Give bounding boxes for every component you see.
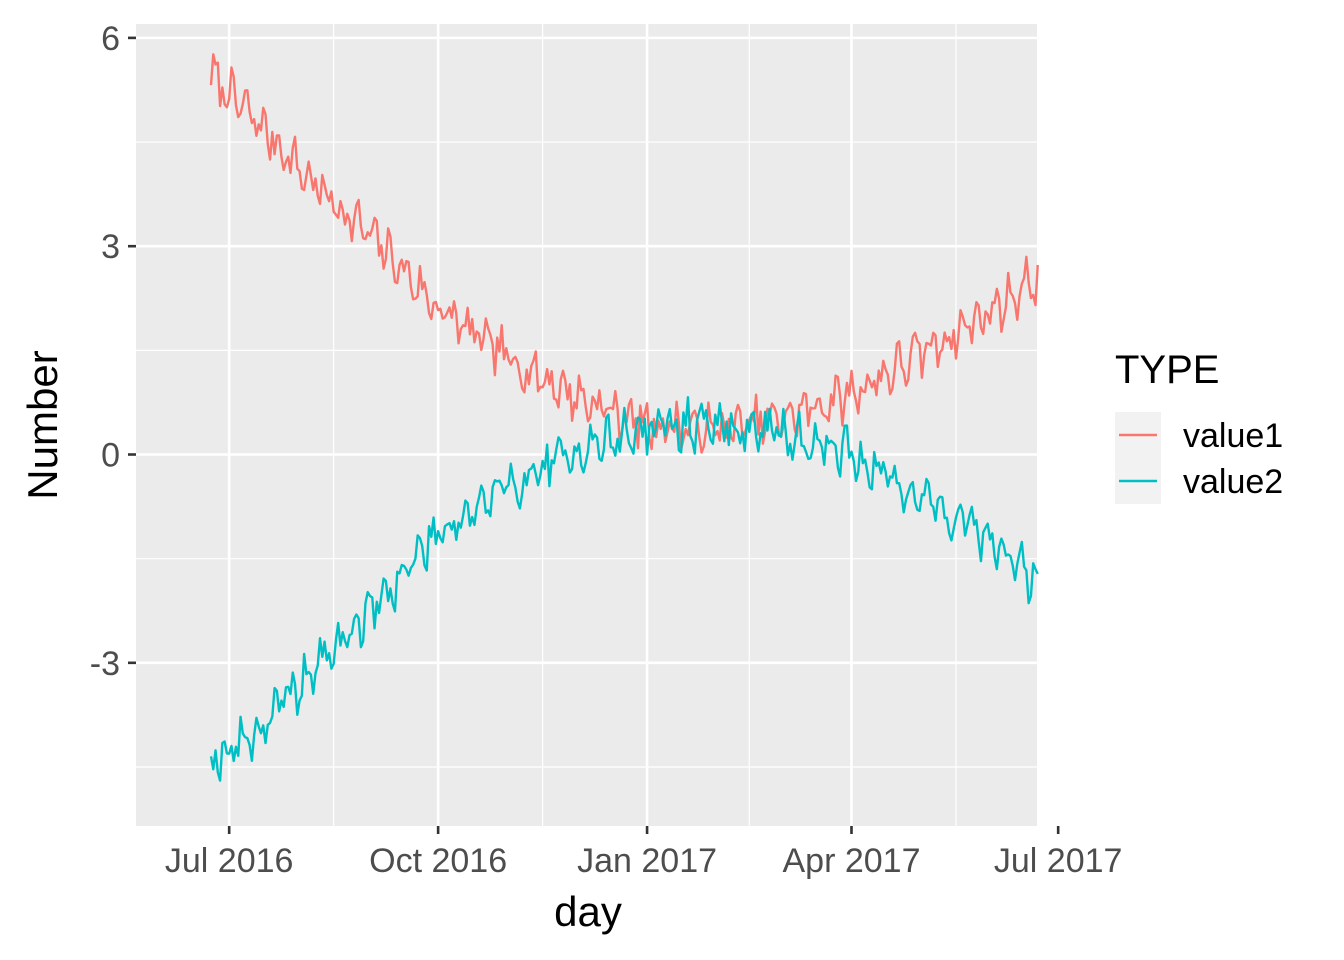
minor-gridlines — [136, 24, 1037, 826]
series-line-value2 — [209, 395, 1039, 782]
x-tick-label: Apr 2017 — [782, 842, 920, 880]
legend-label-value1: value1 — [1183, 417, 1283, 455]
x-axis-title: day — [554, 888, 622, 935]
x-axis: Jul 2016 Oct 2016 Jan 2017 Apr 2017 Jul 2017 — [165, 826, 1123, 880]
series-layer — [209, 53, 1039, 782]
y-tick-label: 3 — [101, 228, 120, 266]
y-tick-label: 6 — [101, 20, 120, 58]
legend-title: TYPE — [1115, 348, 1219, 392]
y-tick-label: 0 — [101, 437, 120, 475]
legend-label-value2: value2 — [1183, 463, 1283, 501]
x-tick-label: Jan 2017 — [577, 842, 717, 880]
x-tick-label: Jul 2017 — [994, 842, 1123, 880]
y-axis-title: Number — [19, 350, 66, 499]
x-tick-label: Jul 2016 — [165, 842, 294, 880]
x-tick-label: Oct 2016 — [369, 842, 507, 880]
legend: TYPE value1 value2 — [1115, 348, 1283, 504]
y-axis: 6 3 0 -3 — [90, 20, 136, 683]
y-tick-label: -3 — [90, 645, 120, 683]
